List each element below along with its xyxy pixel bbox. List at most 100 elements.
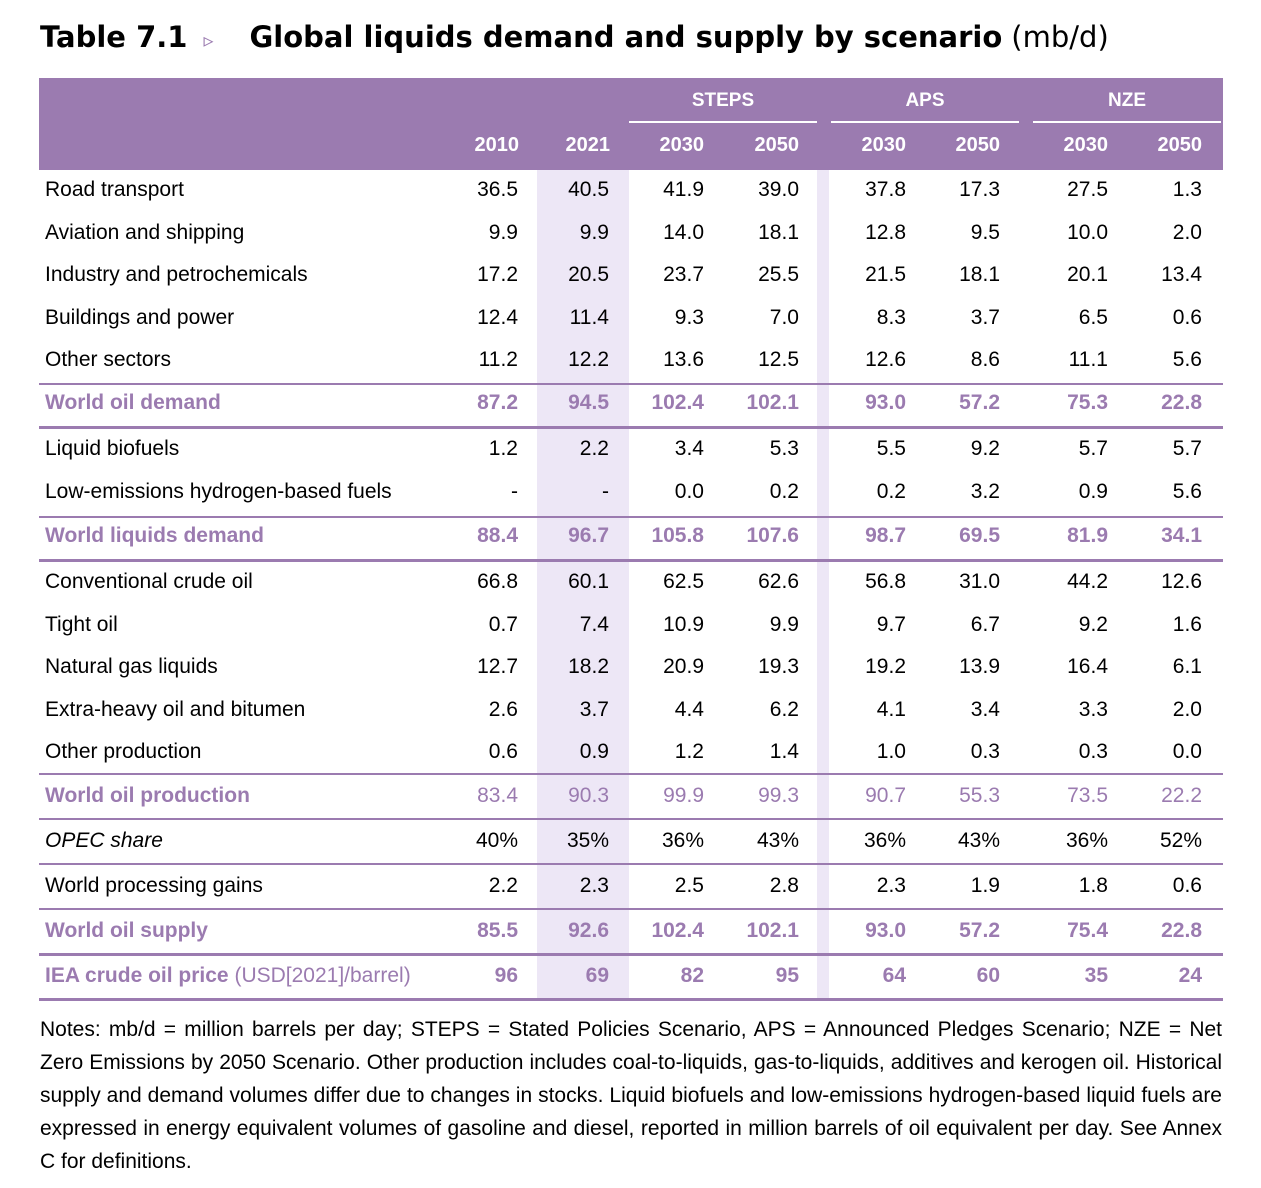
table-cell: 9.3 xyxy=(674,306,704,329)
table-cell: 13.6 xyxy=(663,348,704,371)
table-cell: 6.5 xyxy=(1078,306,1108,329)
title-text: Global liquids demand and supply by scen… xyxy=(249,20,1003,54)
table-cell: 41.9 xyxy=(663,178,704,201)
table-cell: - xyxy=(511,480,518,503)
table-cell: 3.2 xyxy=(970,480,1000,503)
table-cell: 1.2 xyxy=(488,437,518,460)
table-cell: 2.2 xyxy=(579,437,609,460)
table-cell: 96.7 xyxy=(568,524,609,547)
table-cell: 0.6 xyxy=(1172,874,1202,897)
table-cell: 82 xyxy=(680,964,704,987)
table-cell: 2.6 xyxy=(488,698,518,721)
table-cell: 9.2 xyxy=(970,437,1000,460)
table-cell: 24 xyxy=(1178,964,1202,987)
title-arrow-icon: ▹ xyxy=(203,30,214,52)
table-row: Buildings and power 12.4 11.4 9.3 7.0 8.3 3.7 6… xyxy=(39,298,1223,340)
row-label: Other sectors xyxy=(45,348,171,372)
group-header-nze: NZE xyxy=(1108,90,1146,111)
table-cell: 5.3 xyxy=(769,437,799,460)
table-cell: 35 xyxy=(1084,964,1108,987)
table-cell: 2.3 xyxy=(579,874,609,897)
table-cell: 34.1 xyxy=(1161,524,1202,547)
table-row: Extra-heavy oil and bitumen 2.6 3.7 4.4 6.2 4… xyxy=(39,690,1223,732)
table-row: World liquids demand 88.4 96.7 105.8 107.6 98… xyxy=(39,516,1223,558)
table-cell: 107.6 xyxy=(746,524,799,547)
table-cell: 55.3 xyxy=(959,784,1000,807)
table-cell: 0.2 xyxy=(769,480,799,503)
table-row: World oil supply 85.5 92.6 102.4 102.1 93.0 57… xyxy=(39,911,1223,953)
table-cell: 17.3 xyxy=(959,178,1000,201)
table-cell: 9.9 xyxy=(769,613,799,636)
table-cell: 11.2 xyxy=(478,348,518,371)
table-cell: 7.4 xyxy=(579,613,609,636)
table-cell: 0.9 xyxy=(1078,480,1108,503)
table-cell: 11.1 xyxy=(1068,348,1108,371)
table-title: Table 7.1 ▹ Global liquids demand and su… xyxy=(40,20,1230,64)
row-label-text: Road transport xyxy=(45,178,184,201)
table-cell: 1.9 xyxy=(970,874,1000,897)
row-label: World liquids demand xyxy=(45,524,264,548)
row-label-text: Liquid biofuels xyxy=(45,437,180,460)
row-divider xyxy=(39,863,1223,865)
table-cell: 64 xyxy=(882,964,906,987)
table-cell: 90.7 xyxy=(865,784,906,807)
table-cell: 12.2 xyxy=(568,348,609,371)
table-cell: 39.0 xyxy=(758,178,799,201)
table-row: Conventional crude oil 66.8 60.1 62.5 62.6 56… xyxy=(39,562,1223,604)
row-label-text: Extra-heavy oil and bitumen xyxy=(45,698,306,721)
table-cell: 73.5 xyxy=(1067,784,1108,807)
table-cell: 9.7 xyxy=(876,613,906,636)
table-row: OPEC share 40% 35% 36% 43% 36% 43% 36% 52% xyxy=(39,821,1223,863)
row-label-text: Tight oil xyxy=(45,613,118,636)
row-divider xyxy=(39,953,1223,956)
column-shade-2021 xyxy=(537,170,629,1000)
row-divider xyxy=(39,426,1223,429)
table-cell: 7.0 xyxy=(769,306,799,329)
table-cell: 4.1 xyxy=(876,698,906,721)
row-label: Tight oil xyxy=(45,613,118,637)
row-label: Liquid biofuels xyxy=(45,437,179,461)
table-cell: 81.9 xyxy=(1067,524,1108,547)
table-cell: 21.5 xyxy=(865,263,906,286)
table-cell: 99.9 xyxy=(663,784,704,807)
row-label-text: Industry and petrochemicals xyxy=(45,263,308,286)
table-cell: 96 xyxy=(494,964,518,987)
table-row: Natural gas liquids 12.7 18.2 20.9 19.3 19.2 1… xyxy=(39,647,1223,689)
table-cell: 19.2 xyxy=(865,655,906,678)
table-cell: 12.4 xyxy=(477,306,518,329)
row-label: Industry and petrochemicals xyxy=(45,263,308,287)
table-cell: 85.5 xyxy=(477,919,518,942)
table-cell: 22.2 xyxy=(1161,784,1202,807)
row-label-text: World oil supply xyxy=(45,919,208,942)
table-cell: 3.7 xyxy=(970,306,1000,329)
table-cell: 0.6 xyxy=(488,740,518,763)
table-row: Liquid biofuels 1.2 2.2 3.4 5.3 5.5 9.2 5.7 5.7 xyxy=(39,429,1223,471)
table-cell: 9.2 xyxy=(1078,613,1108,636)
table-cell: 1.6 xyxy=(1172,613,1202,636)
table-cell: 25.5 xyxy=(758,263,799,286)
table-cell: 2.3 xyxy=(876,874,906,897)
year-header: 2030 xyxy=(861,134,907,156)
table-cell: 94.5 xyxy=(568,391,609,414)
table-cell: 5.7 xyxy=(1078,437,1108,460)
row-label-text: IEA crude oil price xyxy=(45,964,229,987)
table-cell: 57.2 xyxy=(959,919,1000,942)
table-cell: 56.8 xyxy=(865,570,906,593)
table-cell: 105.8 xyxy=(651,524,704,547)
table-header: STEPS APS NZE 2010 2021 2030 2050 2030 2… xyxy=(39,78,1223,170)
row-divider xyxy=(39,559,1223,562)
row-label: Buildings and power xyxy=(45,306,234,330)
table-cell: 3.3 xyxy=(1078,698,1108,721)
table-row: Low-emissions hydrogen-based fuels - - 0.0 0… xyxy=(39,472,1223,514)
table-cell: 20.9 xyxy=(663,655,704,678)
row-label: Conventional crude oil xyxy=(45,570,253,594)
table-cell: 2.5 xyxy=(674,874,704,897)
group-underline-steps xyxy=(629,121,817,123)
row-label: World processing gains xyxy=(45,874,263,898)
table-cell: 2.0 xyxy=(1172,698,1202,721)
table-cell: 18.1 xyxy=(959,263,1000,286)
row-divider xyxy=(39,998,1223,1001)
table-cell: 8.3 xyxy=(876,306,906,329)
group-underline-aps xyxy=(831,121,1019,123)
row-divider xyxy=(39,383,1223,385)
